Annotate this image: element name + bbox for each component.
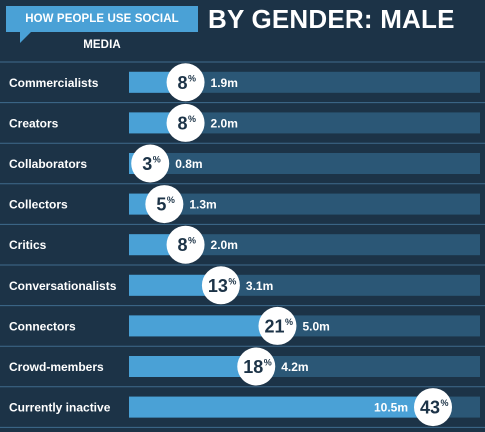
value-label: 4.2m [281, 360, 308, 374]
percent-circle [166, 225, 205, 264]
percent-sign: % [188, 73, 196, 83]
category-label: Collaborators [9, 157, 87, 171]
category-label: Currently inactive [9, 401, 111, 415]
percent-circle [201, 266, 240, 305]
value-label: 1.3m [189, 198, 216, 212]
bar [129, 356, 257, 377]
value-label: 1.9m [211, 76, 238, 90]
value-label: 2.0m [211, 238, 238, 252]
category-label: Critics [9, 238, 47, 252]
value-label: 5.0m [302, 319, 329, 333]
percent-label: 5 [156, 195, 166, 215]
bar-track [129, 71, 480, 93]
chart-tag: HOW PEOPLE USE SOCIAL MEDIA [6, 6, 198, 51]
percent-sign: % [167, 195, 175, 205]
value-label: 10.5m [374, 401, 408, 415]
percent-sign: % [264, 358, 272, 368]
percent-sign: % [285, 317, 293, 327]
percent-label: 21 [264, 316, 284, 336]
percent-circle [258, 306, 297, 345]
category-label: Collectors [9, 198, 68, 212]
category-label: Connectors [9, 319, 76, 333]
bar [129, 396, 433, 418]
percent-label: 13 [208, 276, 228, 296]
percent-label: 8 [178, 235, 188, 255]
percent-label: 43 [420, 398, 440, 418]
percent-label: 8 [178, 73, 188, 93]
percent-circle [145, 185, 184, 224]
percent-circle [166, 103, 205, 142]
category-label: Creators [9, 116, 59, 130]
bar-track [129, 112, 480, 134]
bar-track [129, 153, 480, 174]
bar [129, 315, 278, 337]
percent-label: 3 [142, 154, 152, 174]
percent-sign: % [188, 236, 196, 246]
percent-sign: % [228, 276, 236, 286]
percent-sign: % [188, 114, 196, 124]
bar [129, 274, 221, 296]
bar-track [129, 234, 480, 256]
percent-sign: % [153, 155, 161, 165]
percent-label: 8 [178, 113, 188, 133]
percent-sign: % [441, 398, 449, 408]
value-label: 2.0m [211, 116, 238, 130]
category-label: Crowd-members [9, 360, 104, 374]
value-label: 0.8m [175, 157, 202, 171]
percent-circle [166, 63, 205, 102]
value-label: 3.1m [246, 279, 273, 293]
category-label: Commercialists [9, 76, 99, 90]
bar-track [129, 193, 480, 215]
chart-title: BY GENDER: MALE [208, 4, 455, 34]
percent-circle [131, 144, 170, 183]
percent-circle [237, 347, 276, 386]
percent-label: 18 [243, 357, 263, 377]
category-label: Conversationalists [9, 279, 117, 293]
chart-tag-pointer [20, 32, 31, 43]
percent-circle [414, 388, 452, 427]
